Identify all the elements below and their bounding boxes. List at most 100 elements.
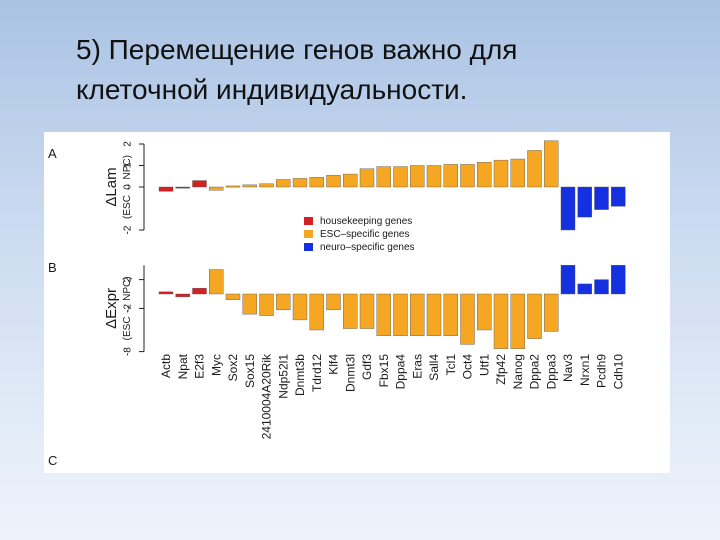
slide-title-line-2: клеточной индивидуальности. (76, 74, 468, 105)
gene-label-dnmt3l: Dnmt3l (343, 354, 357, 392)
panel-a-bar-nav3 (560, 186, 576, 231)
gene-label-nrxn1: Nrxn1 (578, 354, 592, 386)
panel-a-bar-ndp52l1 (276, 179, 291, 188)
panel-b-bar-eras (410, 293, 425, 336)
panel-a-bar-sox15 (242, 184, 257, 188)
panel-a-bar-tdrd12 (309, 177, 324, 188)
panel-b-bar-sox2 (225, 293, 241, 300)
gene-label-tdrd12: Tdrd12 (310, 354, 324, 392)
panel-a-bar-sall4 (426, 165, 442, 188)
panel-a-bar-nanog (510, 158, 525, 188)
panel-b-y-tick-label: -8 (123, 347, 134, 356)
panel-a-y-tick-label: 1 (123, 162, 134, 168)
panel-a-y-tick-label: -2 (123, 225, 134, 234)
panel-b-bar-dnmt3b (292, 293, 308, 321)
panel-b-y-tick-label: -2 (123, 304, 134, 313)
gene-labels: Actb Npat E2f3 Myc Sox2 Sox15 2410004A20Rik Ndp… (159, 353, 625, 439)
panel-b-bar-actb (158, 291, 174, 295)
legend: housekeeping genes ESC–specific genes neur… (304, 216, 415, 253)
panel-b-bar-dppa4 (393, 293, 408, 336)
panel-a-bar-eras (410, 165, 425, 188)
panel-b-bar-zfp42 (493, 293, 509, 349)
gene-label-2410004a20rik: 2410004A20Rik (260, 353, 274, 439)
gene-label-cdh10: Cdh10 (611, 354, 625, 390)
panel-a-bar-dppa4 (393, 166, 408, 188)
gene-label-ndp52l1: Ndp52l1 (276, 354, 290, 399)
panel-a-bar-oct4 (460, 164, 475, 188)
panel-a-bar-cdh10 (611, 186, 626, 207)
gene-label-dnmt3b: Dnmt3b (293, 354, 307, 396)
slide-title-line-1: 5) Перемещение генов важно для (76, 34, 518, 65)
legend-swatch-neuro (304, 243, 313, 251)
legend-label-neuro: neuro–specific genes (320, 242, 415, 253)
gene-label-oct4: Oct4 (461, 354, 475, 380)
panel-b-bars (158, 264, 626, 349)
panel-a-bar-pcdh9 (594, 186, 609, 210)
panel-b-bar-nrxn1 (577, 283, 592, 295)
legend-label-esc: ESC–specific genes (320, 229, 410, 240)
panel-b-bar-klf4 (326, 293, 341, 311)
gene-label-dppa3: Dppa3 (544, 354, 558, 390)
panel-a-bar-2410004a20rik (259, 183, 274, 188)
panel-a-y-tick-label: 0 (123, 184, 134, 190)
panel-b-bar-cdh10 (611, 264, 626, 295)
panel-a-y-axis-sublabel: (ESC → NPC) (122, 155, 133, 219)
panel-b-bar-ndp52l1 (276, 293, 291, 311)
panel-a-bar-dnmt3b (292, 178, 308, 188)
panel-b-bar-npat (175, 293, 190, 298)
panel-a-bar-zfp42 (493, 159, 509, 188)
panel-a-bar-dppa3 (544, 140, 559, 188)
gene-label-utf1: Utf1 (477, 354, 491, 376)
panel-b-bar-tdrd12 (309, 293, 324, 331)
gene-label-fbx15: Fbx15 (377, 354, 391, 388)
panel-a-bar-nrxn1 (577, 186, 592, 218)
panel-a-y-tick-label: 2 (123, 141, 134, 147)
gene-label-pcdh9: Pcdh9 (595, 354, 609, 388)
panel-b-bar-nanog (510, 293, 525, 349)
panel-b-bar-nav3 (560, 264, 576, 295)
panel-b-bar-dnmt3l (343, 293, 358, 329)
gene-label-dppa2: Dppa2 (528, 354, 542, 390)
gene-label-sox15: Sox15 (243, 354, 257, 388)
legend-swatch-esc (304, 230, 313, 238)
gene-figure: A B C -2 0 1 2 ΔLam (ESC → NPC) -8 -2 2 ΔExpr (ES… (44, 132, 670, 473)
gene-label-myc: Myc (209, 354, 223, 376)
panel-a-bar-npat (175, 186, 190, 189)
legend-label-housekeeping: housekeeping genes (320, 216, 412, 227)
panel-b-bar-pcdh9 (594, 279, 609, 295)
panel-a-bar-gdf3 (359, 168, 375, 188)
gene-label-dppa4: Dppa4 (394, 354, 408, 390)
panel-a-bar-fbx15 (376, 166, 391, 188)
panel-a-bar-myc (209, 186, 224, 191)
legend-swatch-housekeeping (304, 217, 313, 225)
panel-b-bar-sall4 (426, 293, 442, 336)
panel-a-bar-klf4 (326, 174, 341, 188)
gene-label-gdf3: Gdf3 (360, 354, 374, 380)
panel-letter-a: A (48, 146, 57, 161)
panel-b-y-tick-label: 2 (123, 276, 134, 282)
panel-b-bar-myc (209, 269, 224, 295)
gene-label-nanog: Nanog (511, 354, 525, 389)
panel-letter-b: B (48, 260, 57, 275)
panel-b-bar-utf1 (477, 293, 492, 331)
panel-a-bar-sox2 (225, 185, 241, 188)
panel-a-bar-utf1 (477, 162, 492, 188)
panel-b-bar-e2f3 (192, 288, 207, 295)
panel-letter-c: C (48, 453, 57, 468)
gene-label-sox2: Sox2 (226, 354, 240, 382)
panel-b-bar-gdf3 (359, 293, 375, 329)
panel-a-bar-dnmt3l (343, 173, 358, 188)
panel-b-y-axis-label: ΔExpr (103, 288, 120, 329)
panel-a-y-axis-label: ΔLam (103, 167, 120, 206)
panel-a-bar-dppa2 (527, 150, 542, 188)
gene-label-nav3: Nav3 (561, 354, 575, 382)
panel-a-bar-actb (158, 186, 174, 192)
panel-a-bar-e2f3 (192, 180, 207, 188)
panel-b-bar-2410004a20rik (259, 293, 274, 316)
gene-label-e2f3: E2f3 (193, 354, 207, 379)
gene-label-klf4: Klf4 (327, 354, 341, 375)
gene-label-actb: Actb (159, 354, 173, 378)
gene-label-npat: Npat (176, 353, 190, 379)
